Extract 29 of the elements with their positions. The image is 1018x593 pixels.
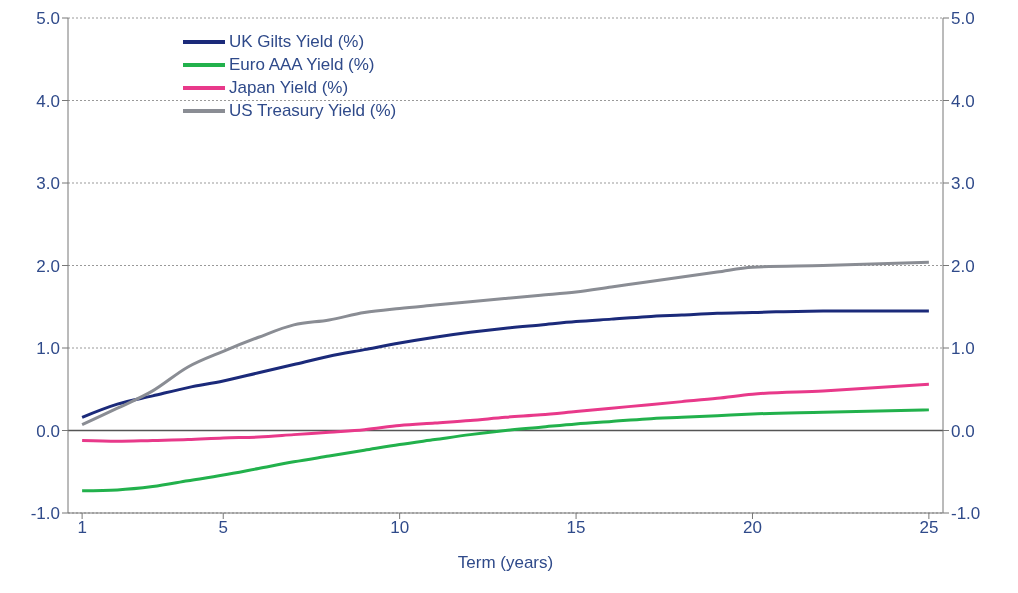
line-series [80,382,931,443]
line-series [80,309,931,419]
y-tick-label: 0.0 [36,421,60,441]
y2-tick-label: 5.0 [951,9,975,29]
line-series [80,260,931,427]
y2-tick-label: 0.0 [951,421,975,441]
x-tick-label: 1 [77,518,87,538]
x-tick-label: 15 [566,518,586,538]
y2-tick-label: 4.0 [951,91,975,111]
x-tick-label: 25 [919,518,939,538]
y-tick-label: 3.0 [36,174,60,194]
x-tick-label: 20 [743,518,762,538]
legend-label: Japan Yield (%) [229,77,349,98]
y-tick-label: 5.0 [36,9,60,29]
line-series [80,408,931,493]
y2-tick-label: 3.0 [951,174,975,194]
y2-tick-label: -1.0 [951,504,981,524]
y-tick-label: -1.0 [30,504,60,524]
legend-label: Euro AAA Yield (%) [229,54,375,75]
y2-tick-label: 2.0 [951,256,975,276]
y-tick-label: 1.0 [36,339,60,359]
x-axis-title: Term (years) [457,553,554,572]
y-tick-label: 2.0 [36,256,60,276]
x-tick-label: 5 [218,518,228,538]
x-tick-label: 10 [390,518,410,538]
legend-label: UK Gilts Yield (%) [229,31,365,52]
legend-label: US Treasury Yield (%) [229,100,397,121]
y-tick-label: 4.0 [36,91,60,111]
y2-tick-label: 1.0 [951,339,975,359]
